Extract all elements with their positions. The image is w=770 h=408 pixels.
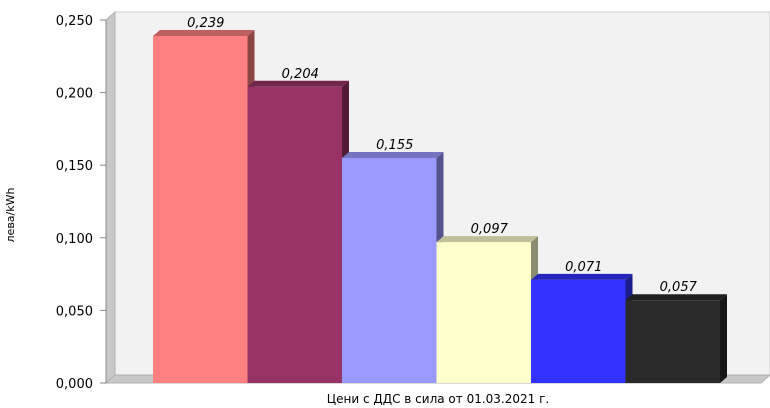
bar-top-face — [153, 29, 255, 36]
bar-front-face — [531, 279, 626, 383]
data-label: 0,239 — [187, 16, 224, 31]
y-tick-label: 0,050 — [56, 304, 93, 319]
bar-side-face — [720, 294, 727, 383]
bar-top-face — [531, 273, 633, 280]
bar-6 — [625, 294, 727, 383]
bar-top-face — [436, 236, 538, 243]
y-tick-label: 0,200 — [56, 87, 93, 102]
bars-group — [153, 29, 727, 384]
data-label: 0,155 — [376, 138, 413, 153]
data-labels-group: 0,239 0,204 0,155 0,097 0,071 0,057 — [187, 16, 697, 295]
bar-4 — [436, 236, 538, 383]
bar-front-face — [153, 35, 248, 384]
bar-2 — [247, 80, 349, 384]
y-tick-label: 0,100 — [56, 232, 93, 247]
data-label: 0,071 — [565, 260, 602, 275]
bar-1 — [153, 29, 255, 384]
chart-left-wall — [105, 10, 116, 385]
y-axis-title: лева/kWh — [4, 188, 17, 243]
data-label: 0,057 — [660, 280, 698, 295]
bar-top-face — [247, 80, 349, 87]
bar-front-face — [625, 300, 720, 383]
bar-3 — [342, 151, 444, 383]
y-tick-group: 0,000 0,050 0,100 0,150 0,200 0,250 — [56, 14, 106, 392]
data-label: 0,097 — [471, 222, 509, 237]
y-tick-label: 0,150 — [56, 159, 93, 174]
bar-top-face — [625, 294, 727, 301]
bar-front-face — [436, 242, 531, 383]
bar-5 — [531, 273, 633, 383]
x-axis-title: Цени с ДДС в сила от 01.03.2021 г. — [327, 392, 549, 406]
y-tick-label: 0,250 — [56, 14, 93, 29]
bar-front-face — [342, 157, 437, 383]
data-label: 0,204 — [282, 67, 319, 82]
bar-top-face — [342, 151, 444, 158]
bar-front-face — [247, 86, 342, 384]
y-tick-label: 0,000 — [56, 377, 93, 392]
